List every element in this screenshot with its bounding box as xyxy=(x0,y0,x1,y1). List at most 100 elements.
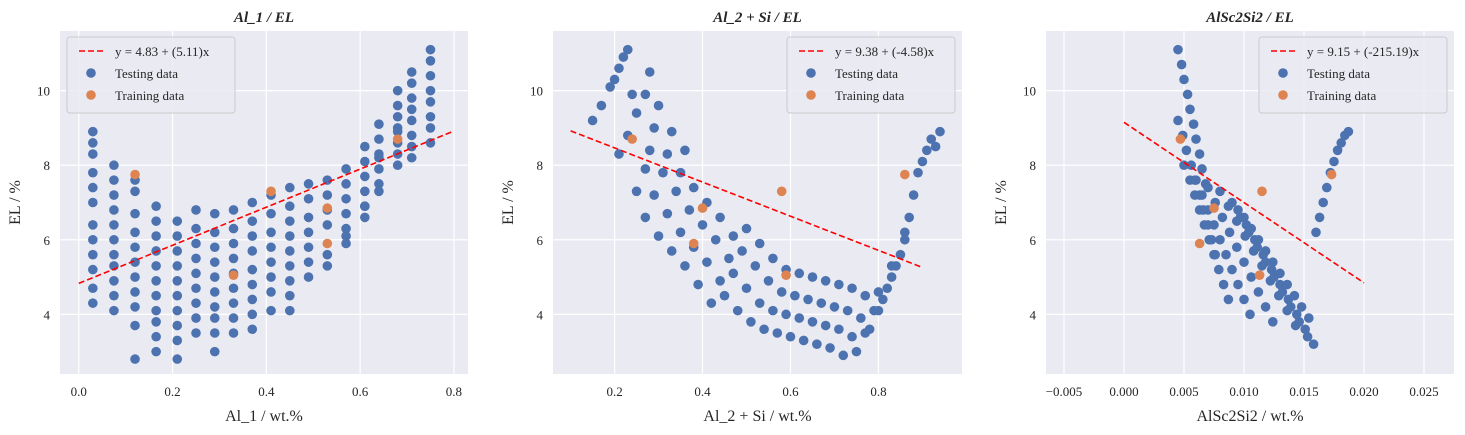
y-tick-label: 4 xyxy=(1030,307,1037,322)
testing-point xyxy=(209,287,220,297)
testing-point xyxy=(425,70,436,81)
legend-training-swatch xyxy=(86,90,96,100)
testing-point xyxy=(341,223,351,234)
testing-point xyxy=(374,179,384,189)
testing-point xyxy=(406,130,417,141)
testing-point xyxy=(172,290,183,301)
testing-point xyxy=(666,246,677,256)
testing-point xyxy=(794,268,805,279)
testing-point xyxy=(935,126,945,137)
testing-point xyxy=(688,182,699,193)
testing-point xyxy=(172,246,183,256)
testing-point xyxy=(88,138,98,148)
y-tick-label: 6 xyxy=(44,233,51,248)
testing-point xyxy=(130,186,140,197)
testing-point xyxy=(303,193,314,204)
testing-point xyxy=(851,346,862,357)
testing-point xyxy=(228,238,239,249)
testing-point xyxy=(917,156,928,167)
testing-point xyxy=(247,279,258,290)
y-tick-label: 8 xyxy=(44,158,51,173)
testing-point xyxy=(900,227,910,238)
testing-point xyxy=(746,317,756,327)
testing-point xyxy=(825,343,835,353)
testing-point xyxy=(247,216,258,226)
legend-testing-label: Testing data xyxy=(835,66,898,81)
testing-point xyxy=(247,294,258,305)
testing-point xyxy=(322,190,333,200)
testing-point xyxy=(360,186,370,197)
testing-point xyxy=(1188,119,1199,130)
testing-point xyxy=(732,305,743,316)
testing-point xyxy=(284,246,295,256)
testing-point xyxy=(1194,149,1205,159)
chart-title: Al_2 + Si / EL xyxy=(712,10,802,26)
testing-point xyxy=(209,257,220,267)
testing-point xyxy=(130,320,140,331)
testing-point xyxy=(228,298,239,308)
testing-point xyxy=(1176,59,1187,70)
testing-point xyxy=(882,283,893,294)
testing-point xyxy=(191,223,201,234)
testing-point xyxy=(1199,220,1210,230)
testing-point xyxy=(191,328,201,338)
y-tick-label: 10 xyxy=(37,84,50,99)
testing-point xyxy=(926,134,937,144)
testing-point xyxy=(172,305,183,316)
training-point xyxy=(1254,270,1265,281)
testing-point xyxy=(172,335,183,346)
testing-point xyxy=(209,227,220,238)
training-point xyxy=(627,134,637,144)
testing-point xyxy=(1179,74,1189,85)
y-tick-label: 4 xyxy=(44,307,51,322)
testing-point xyxy=(247,197,258,208)
testing-point xyxy=(88,234,98,245)
testing-point xyxy=(1314,212,1325,223)
testing-point xyxy=(109,234,119,245)
testing-point xyxy=(341,238,351,249)
testing-point xyxy=(631,108,642,118)
testing-series xyxy=(1173,44,1354,349)
testing-point xyxy=(873,287,884,297)
testing-point xyxy=(109,190,119,200)
testing-point xyxy=(1233,205,1243,215)
testing-point xyxy=(750,261,761,271)
testing-point xyxy=(754,238,765,249)
testing-point xyxy=(151,261,161,271)
testing-point xyxy=(109,249,119,260)
testing-point xyxy=(1268,317,1278,327)
testing-point xyxy=(622,44,633,55)
testing-series xyxy=(587,44,945,361)
y-tick-label: 6 xyxy=(1030,233,1037,248)
testing-point xyxy=(653,231,664,241)
testing-point xyxy=(1311,227,1321,238)
testing-point xyxy=(284,305,295,316)
testing-point xyxy=(631,186,642,197)
testing-point xyxy=(834,279,844,290)
testing-point xyxy=(759,324,769,335)
testing-point xyxy=(88,126,98,137)
testing-point xyxy=(303,242,314,253)
training-point xyxy=(688,238,699,249)
testing-point xyxy=(425,123,436,133)
testing-point xyxy=(392,126,403,137)
testing-point xyxy=(614,63,624,74)
testing-point xyxy=(1343,126,1354,137)
testing-point xyxy=(1185,104,1195,115)
testing-point xyxy=(151,317,161,327)
testing-point xyxy=(728,268,739,279)
testing-point xyxy=(191,298,201,308)
legend-testing-swatch xyxy=(806,68,816,78)
y-tick-label: 8 xyxy=(537,158,544,173)
testing-point xyxy=(587,115,598,126)
testing-point xyxy=(649,190,659,200)
testing-point xyxy=(406,115,417,126)
testing-point xyxy=(228,283,239,294)
testing-point xyxy=(109,160,119,171)
y-axis-label: EL / % xyxy=(7,180,24,225)
x-tick-label: 0.020 xyxy=(1349,384,1378,399)
testing-point xyxy=(785,331,796,342)
legend-fit-label: y = 9.15 + (-215.19)x xyxy=(1307,44,1420,59)
testing-point xyxy=(360,141,370,152)
testing-point xyxy=(790,290,800,301)
